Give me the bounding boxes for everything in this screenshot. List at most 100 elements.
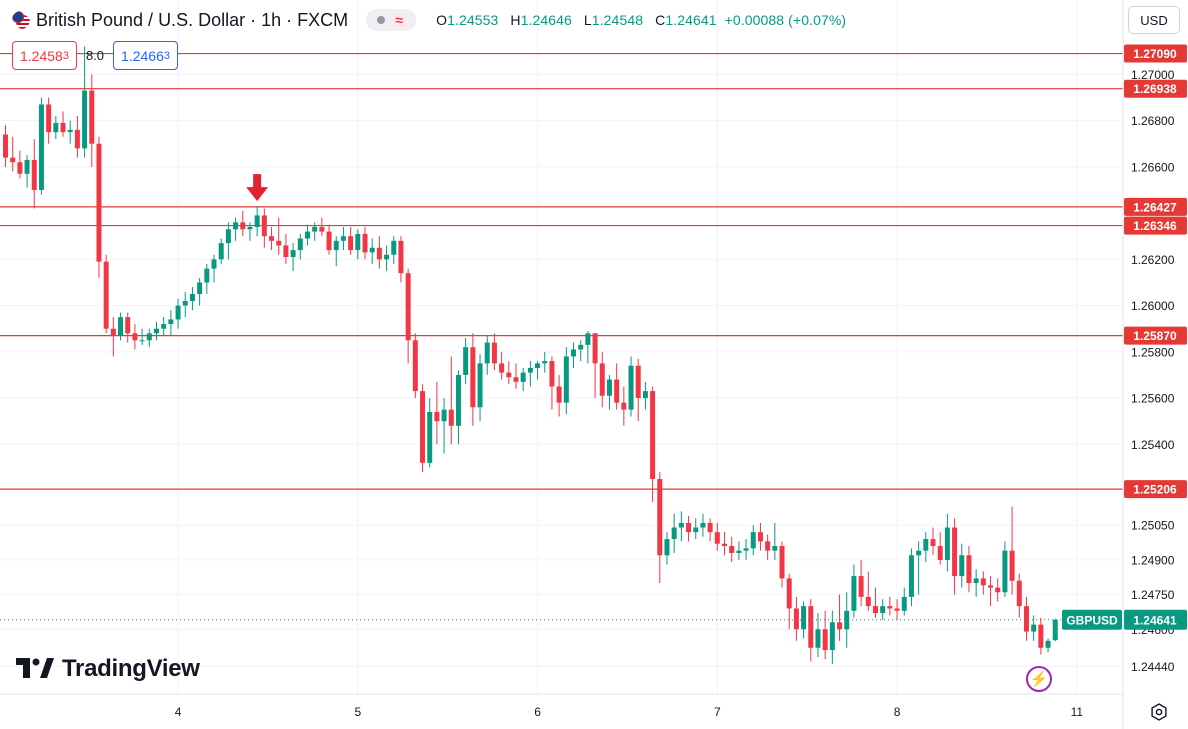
level-price-label: 1.26938 xyxy=(1133,82,1177,96)
level-price-label: 1.25206 xyxy=(1133,483,1177,497)
last-price-tag xyxy=(1124,609,1187,630)
candle-body xyxy=(772,546,778,551)
low-value: 1.24548 xyxy=(591,12,644,28)
candle-body xyxy=(635,365,641,399)
candle-body xyxy=(686,522,692,533)
market-status-toggle[interactable]: ≈ xyxy=(366,9,417,31)
candle-body xyxy=(563,356,569,403)
candle-body xyxy=(642,391,648,399)
candle-body xyxy=(952,527,958,577)
candle-body xyxy=(484,342,490,364)
candle-body xyxy=(448,409,454,426)
candle-body xyxy=(283,245,289,258)
candle-body xyxy=(786,578,792,609)
candle-body xyxy=(369,247,375,253)
candle-body xyxy=(599,363,605,396)
open-label: O xyxy=(436,12,448,28)
candle-body xyxy=(535,363,541,368)
x-tick-label: 8 xyxy=(894,705,901,719)
candle-body xyxy=(880,606,886,614)
lightning-icon[interactable]: ⚡ xyxy=(1026,666,1052,692)
last-price-label: 1.24641 xyxy=(1133,613,1177,627)
candle-body xyxy=(24,159,30,174)
level-price-label: 1.26346 xyxy=(1133,219,1177,233)
price-labels: GBPUSD 1.24641 1.27090 1.26938 1.26427 1.2634… xyxy=(1062,44,1187,630)
candle-body xyxy=(865,596,871,607)
candle-body xyxy=(168,319,174,325)
candle-body xyxy=(707,522,713,533)
support-resistance-lines xyxy=(0,52,1123,621)
candle-body xyxy=(700,522,706,528)
y-tick-label: 1.24750 xyxy=(1131,588,1175,602)
candle-body xyxy=(441,409,447,422)
level-price-tag xyxy=(1124,197,1187,216)
candle-body xyxy=(53,122,59,133)
y-tick-label: 1.25800 xyxy=(1131,345,1175,359)
symbol-title[interactable]: British Pound / U.S. Dollar · 1h · FXCM xyxy=(36,9,349,30)
level-price-label: 1.26427 xyxy=(1133,200,1177,214)
candle-body xyxy=(980,578,986,586)
candle-body xyxy=(549,361,555,387)
currency-selector[interactable]: USD xyxy=(1128,6,1180,34)
down-arrow-icon xyxy=(246,174,269,202)
candle-body xyxy=(463,347,469,375)
buy-price: 1.2466 xyxy=(121,47,164,64)
candle-body xyxy=(319,226,325,232)
candle-body xyxy=(103,261,109,329)
candle-body xyxy=(333,240,339,251)
tradingview-logo[interactable]: TradingView xyxy=(16,655,200,683)
candle-body xyxy=(211,259,217,269)
level-price-label: 1.27090 xyxy=(1133,47,1177,61)
level-price-tag xyxy=(1124,79,1187,98)
candle-body xyxy=(304,231,310,239)
candle-body xyxy=(714,532,720,544)
buy-button[interactable]: 1.2466 3 xyxy=(113,41,178,70)
grid-layer xyxy=(0,0,1123,694)
candle-body xyxy=(995,587,1001,593)
candle-body xyxy=(671,527,677,540)
candle-body xyxy=(60,122,66,133)
candle-body xyxy=(1002,550,1008,593)
candle-body xyxy=(189,294,195,301)
candle-body xyxy=(765,541,771,551)
candle-body xyxy=(427,411,433,463)
candle-body xyxy=(743,548,749,551)
candle-body xyxy=(801,606,807,630)
candle-body xyxy=(1031,624,1037,632)
candle-body xyxy=(1038,624,1044,648)
chart-settings-gear-icon[interactable] xyxy=(1148,702,1170,722)
candle-body xyxy=(276,240,282,246)
candle-body xyxy=(585,333,591,345)
candle-body xyxy=(182,300,188,306)
candle-body xyxy=(520,372,526,382)
candle-body xyxy=(894,608,900,611)
symbol-tag-label: GBPUSD xyxy=(1066,613,1118,627)
candle-body xyxy=(355,233,361,251)
candle-body xyxy=(132,333,138,341)
candle-body xyxy=(412,340,418,392)
candle-body xyxy=(204,268,210,283)
sell-button[interactable]: 1.2458 3 xyxy=(12,41,77,70)
price-axis: 1.244401.246001.247501.249001.250501.254… xyxy=(1131,68,1175,674)
candle-body xyxy=(146,333,152,341)
candle-body xyxy=(887,606,893,609)
sell-price: 1.2458 xyxy=(20,47,63,64)
candle-body xyxy=(153,328,159,334)
candle-body xyxy=(254,215,260,227)
candle-body xyxy=(46,104,52,133)
candle-body xyxy=(614,379,620,403)
candle-body xyxy=(815,629,821,648)
high-label: H xyxy=(510,12,521,28)
candle-body xyxy=(664,539,670,556)
candle-body xyxy=(779,546,785,579)
candle-body xyxy=(38,104,44,190)
level-price-label: 1.25870 xyxy=(1133,329,1177,343)
candle-body xyxy=(96,143,102,262)
candle-body xyxy=(362,233,368,253)
symbol-tag xyxy=(1062,609,1122,630)
candle-body xyxy=(218,243,224,260)
open-value: 1.24553 xyxy=(447,12,499,28)
candle-body xyxy=(959,555,965,577)
candle-body xyxy=(125,317,131,334)
